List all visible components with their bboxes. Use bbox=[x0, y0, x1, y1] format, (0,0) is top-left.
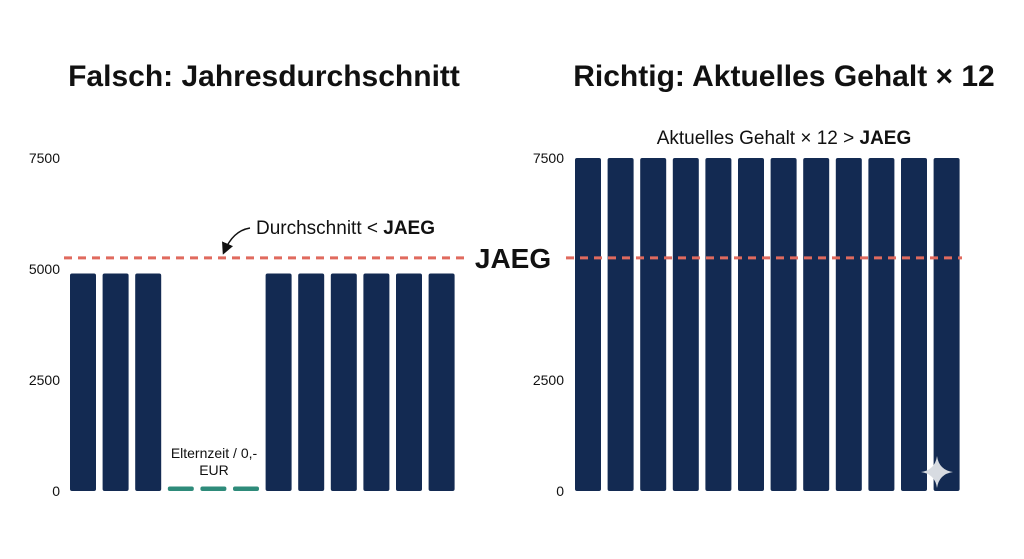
reference-label: JAEG bbox=[475, 243, 551, 274]
left-bars bbox=[70, 273, 455, 491]
y-tick-label: 0 bbox=[52, 483, 60, 499]
zero-salary-bar-5 bbox=[200, 486, 227, 491]
zero-label-line2: EUR bbox=[199, 462, 229, 478]
bar-10 bbox=[363, 273, 390, 491]
bar-1 bbox=[70, 273, 96, 491]
bar-12 bbox=[933, 158, 960, 491]
bar-5 bbox=[705, 158, 732, 491]
right-chart-title: Richtig: Aktuelles Gehalt × 12 bbox=[573, 60, 995, 93]
ref-note-text: Durchschnitt < bbox=[256, 218, 383, 239]
bar-10 bbox=[868, 158, 895, 491]
y-tick-label: 7500 bbox=[533, 150, 564, 166]
bar-6 bbox=[738, 158, 764, 491]
zero-salary-bar-4 bbox=[167, 486, 194, 491]
bar-2 bbox=[102, 273, 129, 491]
bar-3 bbox=[640, 158, 667, 491]
bar-4 bbox=[672, 158, 699, 491]
right-top-note: Aktuelles Gehalt × 12 > JAEG bbox=[657, 128, 912, 149]
y-tick-label: 2500 bbox=[533, 372, 564, 388]
bar-7 bbox=[265, 273, 292, 491]
zero-salary-bar-6 bbox=[233, 486, 259, 491]
bar-8 bbox=[298, 273, 325, 491]
bar-11 bbox=[901, 158, 927, 491]
y-tick-label: 7500 bbox=[29, 150, 60, 166]
bar-7 bbox=[770, 158, 797, 491]
left-chart-title: Falsch: Jahresdurchschnitt bbox=[68, 60, 460, 93]
bar-3 bbox=[135, 273, 162, 491]
right-y-axis: 0 2500 7500 bbox=[533, 150, 564, 499]
zero-label-line1: Elternzeit / 0,- bbox=[171, 445, 258, 461]
left-chart: Falsch: Jahresdurchschnitt 0 2500 5000 7500… bbox=[29, 60, 464, 499]
annotation-arrow bbox=[222, 227, 251, 255]
bar-9 bbox=[330, 273, 357, 491]
bar-8 bbox=[803, 158, 830, 491]
left-y-axis: 0 2500 5000 7500 bbox=[29, 150, 60, 499]
top-note-text: Aktuelles Gehalt × 12 > bbox=[657, 128, 860, 149]
bar-11 bbox=[396, 273, 422, 491]
y-tick-label: 0 bbox=[556, 483, 564, 499]
right-bars bbox=[575, 158, 960, 491]
left-reference-note: Durchschnitt < JAEG bbox=[256, 218, 435, 239]
bar-12 bbox=[428, 273, 455, 491]
top-note-bold: JAEG bbox=[860, 128, 912, 149]
bar-9 bbox=[835, 158, 862, 491]
bar-2 bbox=[607, 158, 634, 491]
y-tick-label: 5000 bbox=[29, 261, 60, 277]
bar-1 bbox=[575, 158, 601, 491]
y-tick-label: 2500 bbox=[29, 372, 60, 388]
ref-note-bold: JAEG bbox=[383, 218, 435, 239]
right-chart: Richtig: Aktuelles Gehalt × 12 Aktuelles… bbox=[533, 60, 995, 499]
sparkle-icon bbox=[921, 456, 953, 488]
